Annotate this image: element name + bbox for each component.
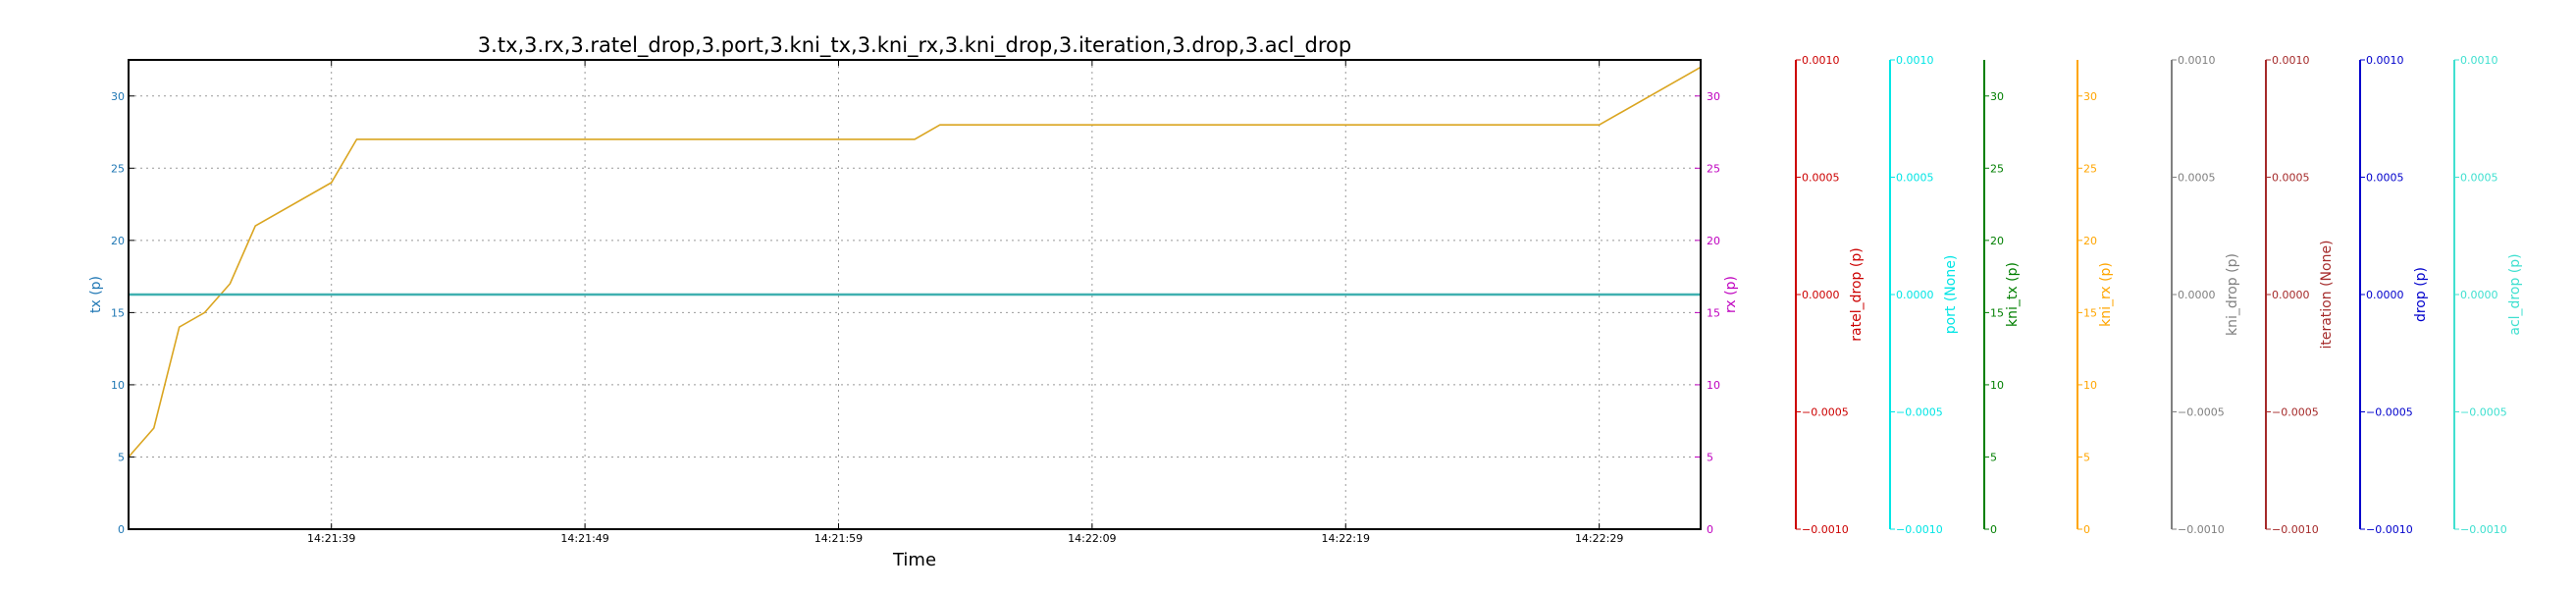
- axis-kni-tx-label: kni_tx (p): [2005, 262, 2021, 327]
- plot-frame: [128, 59, 1702, 530]
- axes-layer: 0 5 10 15 20 25 30 tx (p) 0 5 10 15 20 25 30 rx (p) −0.0…: [88, 54, 2523, 536]
- axis-port-tick-label: 0.0000: [1896, 289, 1934, 301]
- axis-acl-drop-tick-label: −0.0010: [2460, 523, 2507, 536]
- axis-kni-rx-tick-label: 20: [2083, 235, 2097, 247]
- axis-kni-drop-tick-label: −0.0010: [2178, 523, 2225, 536]
- axis-acl-drop-tick-label: 0.0005: [2460, 172, 2498, 185]
- axis-drop-tick-label: 0.0010: [2366, 54, 2404, 67]
- y-tick-label-tx: 0: [118, 523, 125, 536]
- axis-kni-rx-tick-label: 10: [2083, 379, 2097, 392]
- axis-ratel-drop-tick-label: −0.0010: [1802, 523, 1849, 536]
- axis-drop-tick-label: −0.0005: [2366, 406, 2413, 419]
- axis-acl-drop-label: acl_drop (p): [2507, 253, 2523, 335]
- axis-iteration-tick-label: −0.0005: [2272, 406, 2319, 419]
- axis-kni-tx-tick-label: 5: [1990, 451, 1997, 463]
- axis-drop-tick-label: 0.0000: [2366, 289, 2404, 301]
- y-tick-label-tx: 25: [111, 162, 125, 175]
- axis-kni-rx-tick-label: 5: [2083, 451, 2090, 463]
- y-tick-label-tx: 30: [111, 90, 125, 103]
- x-axis-label: Time: [892, 550, 936, 570]
- axis-port-label: port (None): [1943, 255, 1959, 335]
- x-axis-ticks: 14:21:39 14:21:49 14:21:59 14:22:09 14:22:19…: [307, 60, 1623, 545]
- axis-ratel-drop-tick-label: −0.0005: [1802, 406, 1849, 419]
- axis-port-tick-label: 0.0005: [1896, 172, 1934, 185]
- axis-acl-drop-tick-label: 0.0000: [2460, 289, 2498, 301]
- chart-title: 3.tx,3.rx,3.ratel_drop,3.port,3.kni_tx,3…: [478, 33, 1351, 58]
- axis-kni-drop-tick-label: 0.0005: [2178, 172, 2216, 185]
- y-tick-label-rx: 20: [1707, 235, 1720, 247]
- x-tick-label: 14:22:29: [1575, 532, 1623, 545]
- y-tick-label-rx: 10: [1707, 379, 1720, 392]
- y-tick-label-rx: 30: [1707, 90, 1720, 103]
- axis-kni-drop-tick-label: 0.0000: [2178, 289, 2216, 301]
- axis-kni-tx-tick-label: 10: [1990, 379, 2004, 392]
- y-tick-label-rx: 25: [1707, 162, 1720, 175]
- axis-kni-rx-tick-label: 25: [2083, 162, 2097, 175]
- axis-kni-drop-tick-label: 0.0010: [2178, 54, 2216, 67]
- axis-kni-tx-tick-label: 25: [1990, 162, 2004, 175]
- axis-kni-rx-tick-label: 0: [2083, 523, 2090, 536]
- y-tick-label-tx: 10: [111, 379, 125, 392]
- axis-kni-tx-tick-label: 0: [1990, 523, 1997, 536]
- x-tick-label: 14:22:19: [1322, 532, 1370, 545]
- axis-kni-tx-tick-label: 20: [1990, 235, 2004, 247]
- axis-port-tick-label: −0.0010: [1896, 523, 1943, 536]
- axis-acl-drop-tick-label: −0.0005: [2460, 406, 2507, 419]
- axis-kni-tx-tick-label: 30: [1990, 90, 2004, 103]
- axis-ratel-drop-tick-label: 0.0010: [1802, 54, 1840, 67]
- axis-acl-drop-tick-label: 0.0010: [2460, 54, 2498, 67]
- axis-label-tx: tx (p): [88, 276, 104, 313]
- axis-port-tick-label: −0.0005: [1896, 406, 1943, 419]
- axis-ratel-drop-label: ratel_drop (p): [1849, 247, 1865, 341]
- x-tick-label: 14:21:39: [307, 532, 355, 545]
- axis-iteration-label: iteration (None): [2319, 240, 2335, 349]
- series-layer: [128, 66, 1702, 458]
- grid: [129, 60, 1701, 530]
- axis-iteration-tick-label: −0.0010: [2272, 523, 2319, 536]
- axis-drop-label: drop (p): [2413, 267, 2429, 322]
- y-tick-label-rx: 5: [1707, 451, 1713, 463]
- axis-label-rx: rx (p): [1723, 276, 1739, 313]
- axis-kni-tx-tick-label: 15: [1990, 306, 2004, 319]
- axis-iteration-tick-label: 0.0010: [2272, 54, 2310, 67]
- axis-kni-rx-tick-label: 15: [2083, 306, 2097, 319]
- axis-kni-rx-label: kni_rx (p): [2098, 262, 2114, 327]
- axis-drop-tick-label: −0.0010: [2366, 523, 2413, 536]
- axis-ratel-drop-tick-label: 0.0005: [1802, 172, 1840, 185]
- series-line-kni-rx: [128, 66, 1702, 458]
- x-tick-label: 14:21:59: [815, 532, 863, 545]
- axis-kni-rx-tick-label: 30: [2083, 90, 2097, 103]
- y-tick-label-tx: 15: [111, 306, 125, 319]
- axis-port-tick-label: 0.0010: [1896, 54, 1934, 67]
- axis-iteration-tick-label: 0.0005: [2272, 172, 2310, 185]
- x-tick-label: 14:22:09: [1068, 532, 1116, 545]
- y-tick-label-tx: 5: [118, 451, 125, 463]
- y-tick-label-tx: 20: [111, 235, 125, 247]
- axis-drop-tick-label: 0.0005: [2366, 172, 2404, 185]
- y-tick-label-rx: 0: [1707, 523, 1713, 536]
- axis-iteration-tick-label: 0.0000: [2272, 289, 2310, 301]
- y-tick-label-rx: 15: [1707, 306, 1720, 319]
- axis-kni-drop-label: kni_drop (p): [2225, 253, 2240, 336]
- x-tick-label: 14:21:49: [560, 532, 608, 545]
- axis-ratel-drop-tick-label: 0.0000: [1802, 289, 1840, 301]
- axis-kni-drop-tick-label: −0.0005: [2178, 406, 2225, 419]
